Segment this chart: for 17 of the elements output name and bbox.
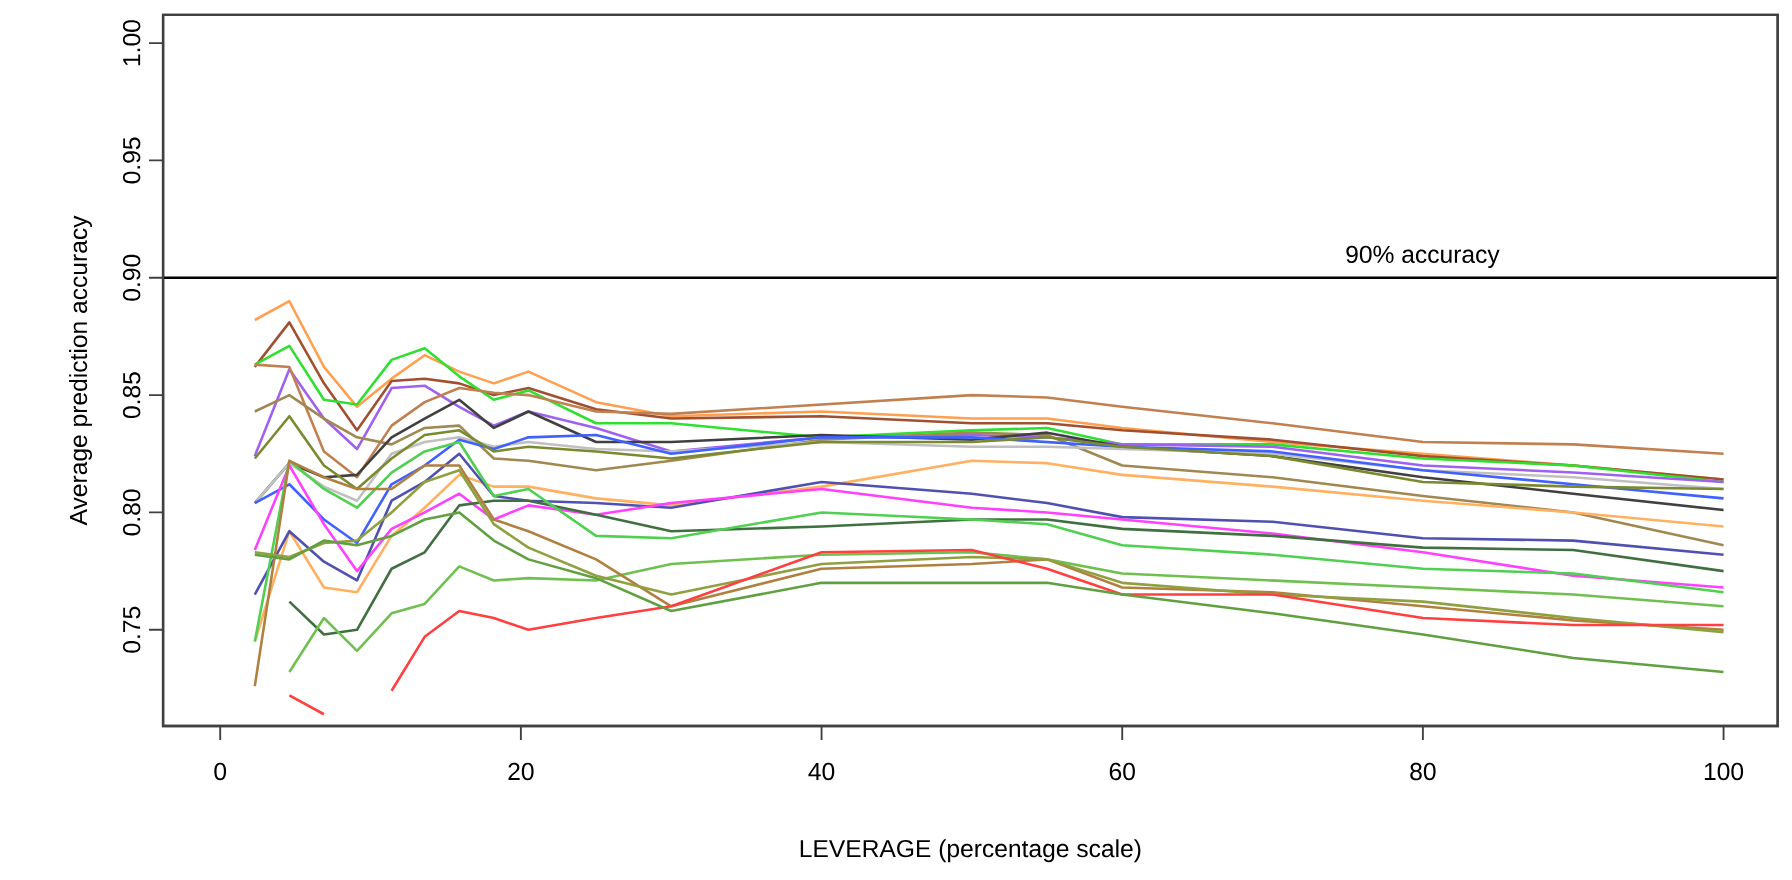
y-tick-label: 0.75 (122, 606, 141, 653)
x-tick-label: 0 (214, 762, 227, 781)
x-tick-label: 60 (1109, 762, 1135, 781)
x-axis-title: LEVERAGE (percentage scale) (800, 839, 1141, 863)
y-tick-label: 0.90 (122, 254, 141, 301)
y-tick-label: 0.95 (122, 137, 141, 184)
line-series (288, 499, 1725, 636)
y-tick-label: 0.85 (122, 372, 141, 419)
x-tick-label: 40 (808, 762, 835, 781)
ref-line-label: 90% accuracy (1346, 245, 1500, 268)
line-series (253, 414, 1725, 491)
y-tick-label: 0.80 (122, 489, 141, 536)
x-tick-label: 80 (1410, 762, 1436, 781)
x-tick-label: 20 (508, 762, 534, 781)
y-axis-title: Average prediction accuracy (69, 215, 93, 526)
y-tick-label: 1.00 (122, 20, 141, 66)
x-tick-label: 100 (1704, 762, 1744, 781)
